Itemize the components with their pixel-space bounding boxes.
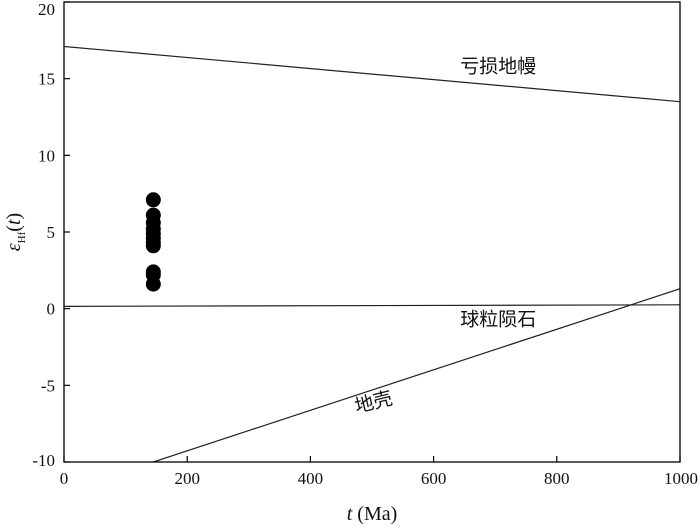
y-axis-title-var: t	[3, 219, 25, 225]
line-label-2: 地壳	[353, 387, 395, 418]
y-tick-label: 0	[47, 300, 56, 319]
x-tick-label: 0	[60, 469, 69, 488]
x-axis-title: t (Ma)	[347, 503, 398, 525]
data-points	[145, 192, 161, 292]
y-axis-title-main: ε	[3, 243, 25, 251]
y-axis-title-sub: Hf	[16, 231, 28, 243]
axis-ticks: 0 200 400 600 800 1000 -10 -5 0 5 10 15 20	[32, 0, 698, 488]
line-label-1: 球粒陨石	[460, 309, 536, 331]
y-tick-label: -10	[32, 451, 55, 470]
data-point	[145, 276, 161, 292]
reference-line-2	[153, 288, 680, 462]
data-point	[145, 238, 161, 254]
y-tick-label: 5	[47, 223, 56, 242]
y-tick-label: 10	[38, 146, 55, 165]
x-axis-title-unit: (Ma)	[352, 503, 397, 525]
reference-line-0	[64, 45, 680, 103]
y-tick-label: 15	[38, 70, 55, 89]
x-tick-label: 200	[174, 469, 200, 488]
reference-lines	[64, 45, 680, 462]
x-tick-label: 1000	[664, 469, 698, 488]
data-point	[145, 192, 161, 208]
y-axis-title-paren-open: (	[3, 225, 25, 232]
y-tick-label: 20	[38, 0, 55, 19]
y-tick-label: -5	[41, 376, 55, 395]
y-axis-title-paren-close: )	[3, 213, 25, 220]
reference-line-1	[64, 304, 680, 307]
plot-frame	[63, 1, 681, 463]
x-tick-label: 400	[298, 469, 324, 488]
x-tick-label: 600	[421, 469, 447, 488]
line-label-0: 亏损地幔	[460, 56, 536, 78]
x-axis-title-var: t	[347, 503, 353, 525]
y-axis-title: εHf(t)	[3, 213, 28, 251]
x-tick-label: 800	[544, 469, 570, 488]
